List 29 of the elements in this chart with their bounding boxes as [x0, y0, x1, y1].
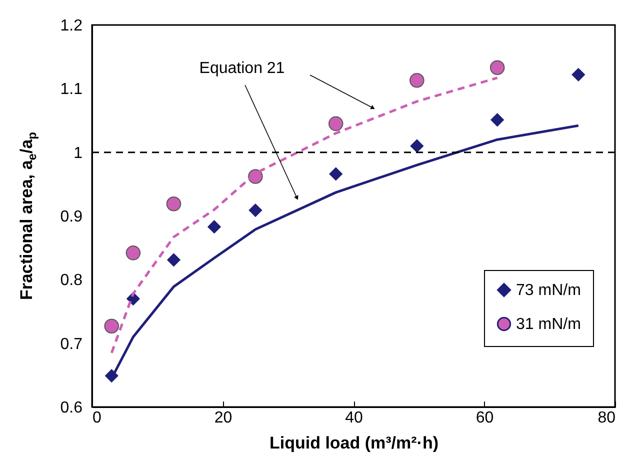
y-tick-label: 0.9	[60, 208, 83, 226]
point	[572, 68, 586, 82]
x-tick-label: 80	[598, 410, 616, 426]
x-tick-label: 40	[345, 410, 363, 426]
point	[410, 73, 424, 88]
legend-label: 73 mN/m	[516, 282, 581, 299]
point	[208, 220, 221, 234]
point	[328, 116, 344, 132]
y-tick-label: 1	[74, 144, 83, 162]
point	[410, 139, 424, 153]
x-tick-label: 20	[214, 410, 232, 426]
point	[490, 60, 505, 76]
point	[490, 113, 504, 126]
point	[166, 196, 182, 212]
x-tick-label: 0	[92, 410, 102, 426]
point	[329, 167, 342, 181]
point	[167, 253, 180, 267]
y-tick-label: 0.8	[60, 272, 83, 290]
legend-label: 31 mN/m	[516, 316, 581, 333]
point	[104, 318, 120, 334]
y-tick-label: 0.7	[60, 336, 83, 353]
x-tick-label: 60	[476, 410, 494, 426]
point	[126, 246, 141, 260]
annotation: Equation 21	[199, 60, 285, 77]
y-tick-label: 1.2	[60, 18, 83, 34]
y-tick-label: 1.1	[60, 81, 83, 98]
point	[248, 204, 262, 217]
x-axis-title: Liquid load (m³/m²·h)	[269, 434, 439, 452]
y-tick-label: 0.6	[60, 400, 83, 416]
